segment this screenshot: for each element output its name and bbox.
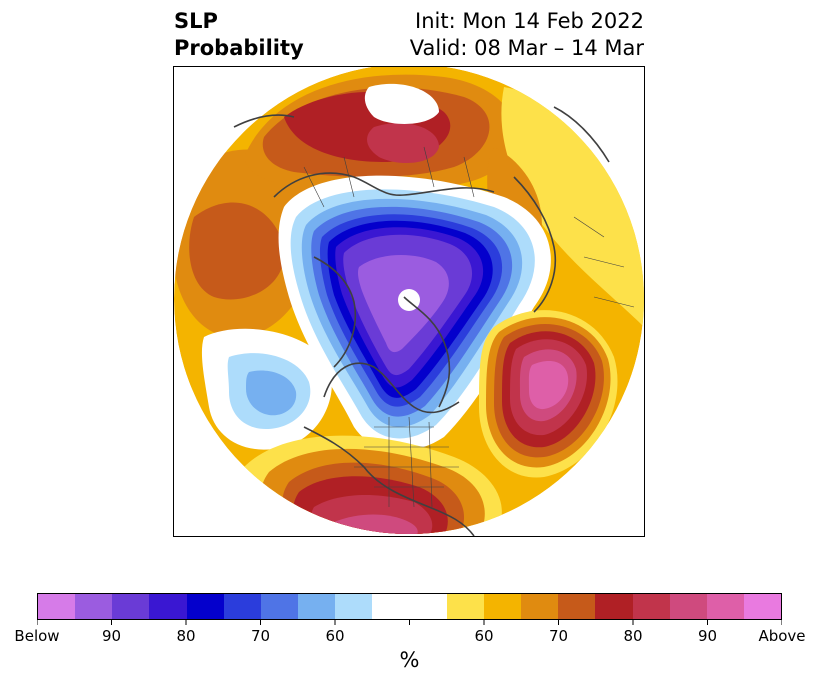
colorbar-swatch [409,594,447,619]
colorbar-swatch [743,594,782,619]
colorbar-tick-label: Above [758,627,806,645]
colorbar-swatch [595,594,633,619]
colorbar-tick-label: 70 [250,627,271,645]
plot-title-right: Init: Mon 14 Feb 2022 Valid: 08 Mar – 14… [410,8,644,62]
polar-map-svg [174,67,644,536]
colorbar-swatch [149,594,187,619]
colorbar-unit: % [399,648,420,672]
colorbar-tick-label: 70 [548,627,569,645]
colorbar-swatch [446,594,484,619]
colorbar-swatch [298,594,336,619]
colorbar-swatch [669,594,707,619]
colorbar-swatch [706,594,744,619]
colorbar-tick-label: 60 [325,627,345,645]
colorbar-swatch [483,594,522,619]
valid-range: Valid: 08 Mar – 14 Mar [409,36,644,60]
colorbar-swatch [521,594,559,619]
colorbar-swatch [260,594,299,619]
title-product: Probability [174,36,304,60]
colorbar-ticks [37,620,782,625]
colorbar-swatch [558,594,596,619]
colorbar-swatch [335,594,373,619]
colorbar-swatch [75,594,113,619]
title-variable: SLP [174,9,218,33]
probability-field [174,67,644,534]
colorbar-tick-label: 90 [697,627,718,645]
colorbar-tick-label: Below [14,627,60,645]
colorbar-swatch [223,594,261,619]
colorbar-labels: Below 90 80 70 60 60 70 80 90 Above [14,627,805,647]
country-borders [303,146,635,508]
init-date: Init: Mon 14 Feb 2022 [415,9,644,33]
colorbar-swatch [186,594,224,619]
colorbar-swatch [38,594,76,619]
probability-map [173,66,645,537]
colorbar-swatch [372,594,410,619]
colorbar-tick-label: 80 [623,627,643,645]
plot-title-left: SLP Probability [174,8,304,62]
colorbar-tick-label: 80 [176,627,196,645]
colorbar-tick-label: 60 [474,627,494,645]
colorbar-swatch [632,594,670,619]
colorbar-swatch [112,594,150,619]
colorbar [37,593,782,620]
colorbar-tick-label: 90 [101,627,122,645]
